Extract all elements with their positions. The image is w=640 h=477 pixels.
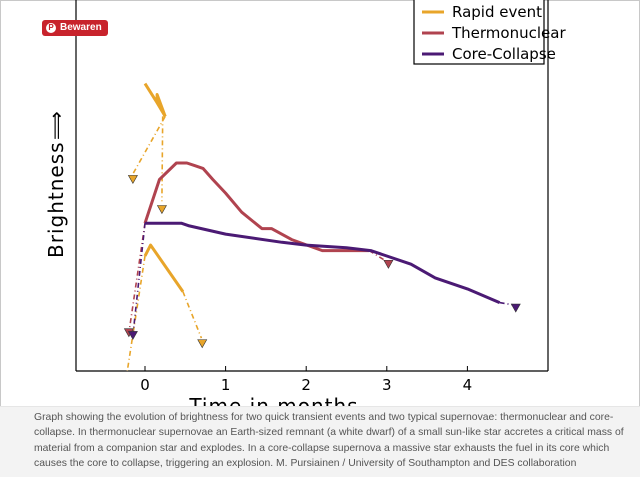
x-tick-label-1: 1 <box>221 376 231 394</box>
pinterest-save-label: Bewaren <box>60 22 102 33</box>
legend-label-2: Core-Collapse <box>452 45 556 63</box>
rapid-event-dashed-3 <box>126 255 146 372</box>
core-collapse-marker-0 <box>510 303 521 313</box>
rapid-event-marker-2 <box>197 339 208 349</box>
rapid-event-solid-2 <box>143 243 185 293</box>
x-tick-label-3: 3 <box>382 376 392 394</box>
rapid-event-solid-0 <box>143 82 167 117</box>
rapid-event-dashed-0 <box>132 116 166 175</box>
thermonuclear-line <box>143 161 370 253</box>
rapid-event-dashed-1 <box>161 116 164 202</box>
chart-axes: 0 1 2 3 4 <box>75 0 549 394</box>
thermonuclear-marker-0 <box>383 259 394 269</box>
thermonuclear-dashed-1 <box>128 223 146 333</box>
figure-caption: Graph showing the evolution of brightnes… <box>34 412 624 470</box>
legend-label-0: Rapid event <box>452 3 542 21</box>
x-tick-label-0: 0 <box>140 376 150 394</box>
caption-box: Graph showing the evolution of brightnes… <box>0 406 640 477</box>
rapid-event-marker-1 <box>156 205 167 215</box>
pinterest-icon: P <box>46 23 56 33</box>
core-collapse-line <box>145 221 501 304</box>
chart-series <box>123 82 521 372</box>
x-tick-label-4: 4 <box>463 376 473 394</box>
pinterest-save-button[interactable]: P Bewaren <box>42 20 108 36</box>
rapid-event-marker-0 <box>127 175 138 184</box>
core-collapse-marker-1 <box>127 331 138 341</box>
x-tick-label-2: 2 <box>301 376 311 394</box>
x-axis-label: Time in months <box>188 394 358 406</box>
legend-label-1: Thermonuclear <box>451 24 566 42</box>
core-collapse-dashed-1 <box>132 223 146 336</box>
y-axis-label: Brightness <box>44 141 68 258</box>
brightness-chart: 0 1 2 3 4 Rapid event Thermonuclear Core-Colla… <box>44 0 566 406</box>
chart-legend: Rapid event Thermonuclear Core-Collapse <box>413 0 566 65</box>
rapid-event-solid-1 <box>155 101 167 118</box>
y-axis-arrow: ⟹ <box>44 110 68 140</box>
rapid-event-dashed-2 <box>182 291 203 339</box>
